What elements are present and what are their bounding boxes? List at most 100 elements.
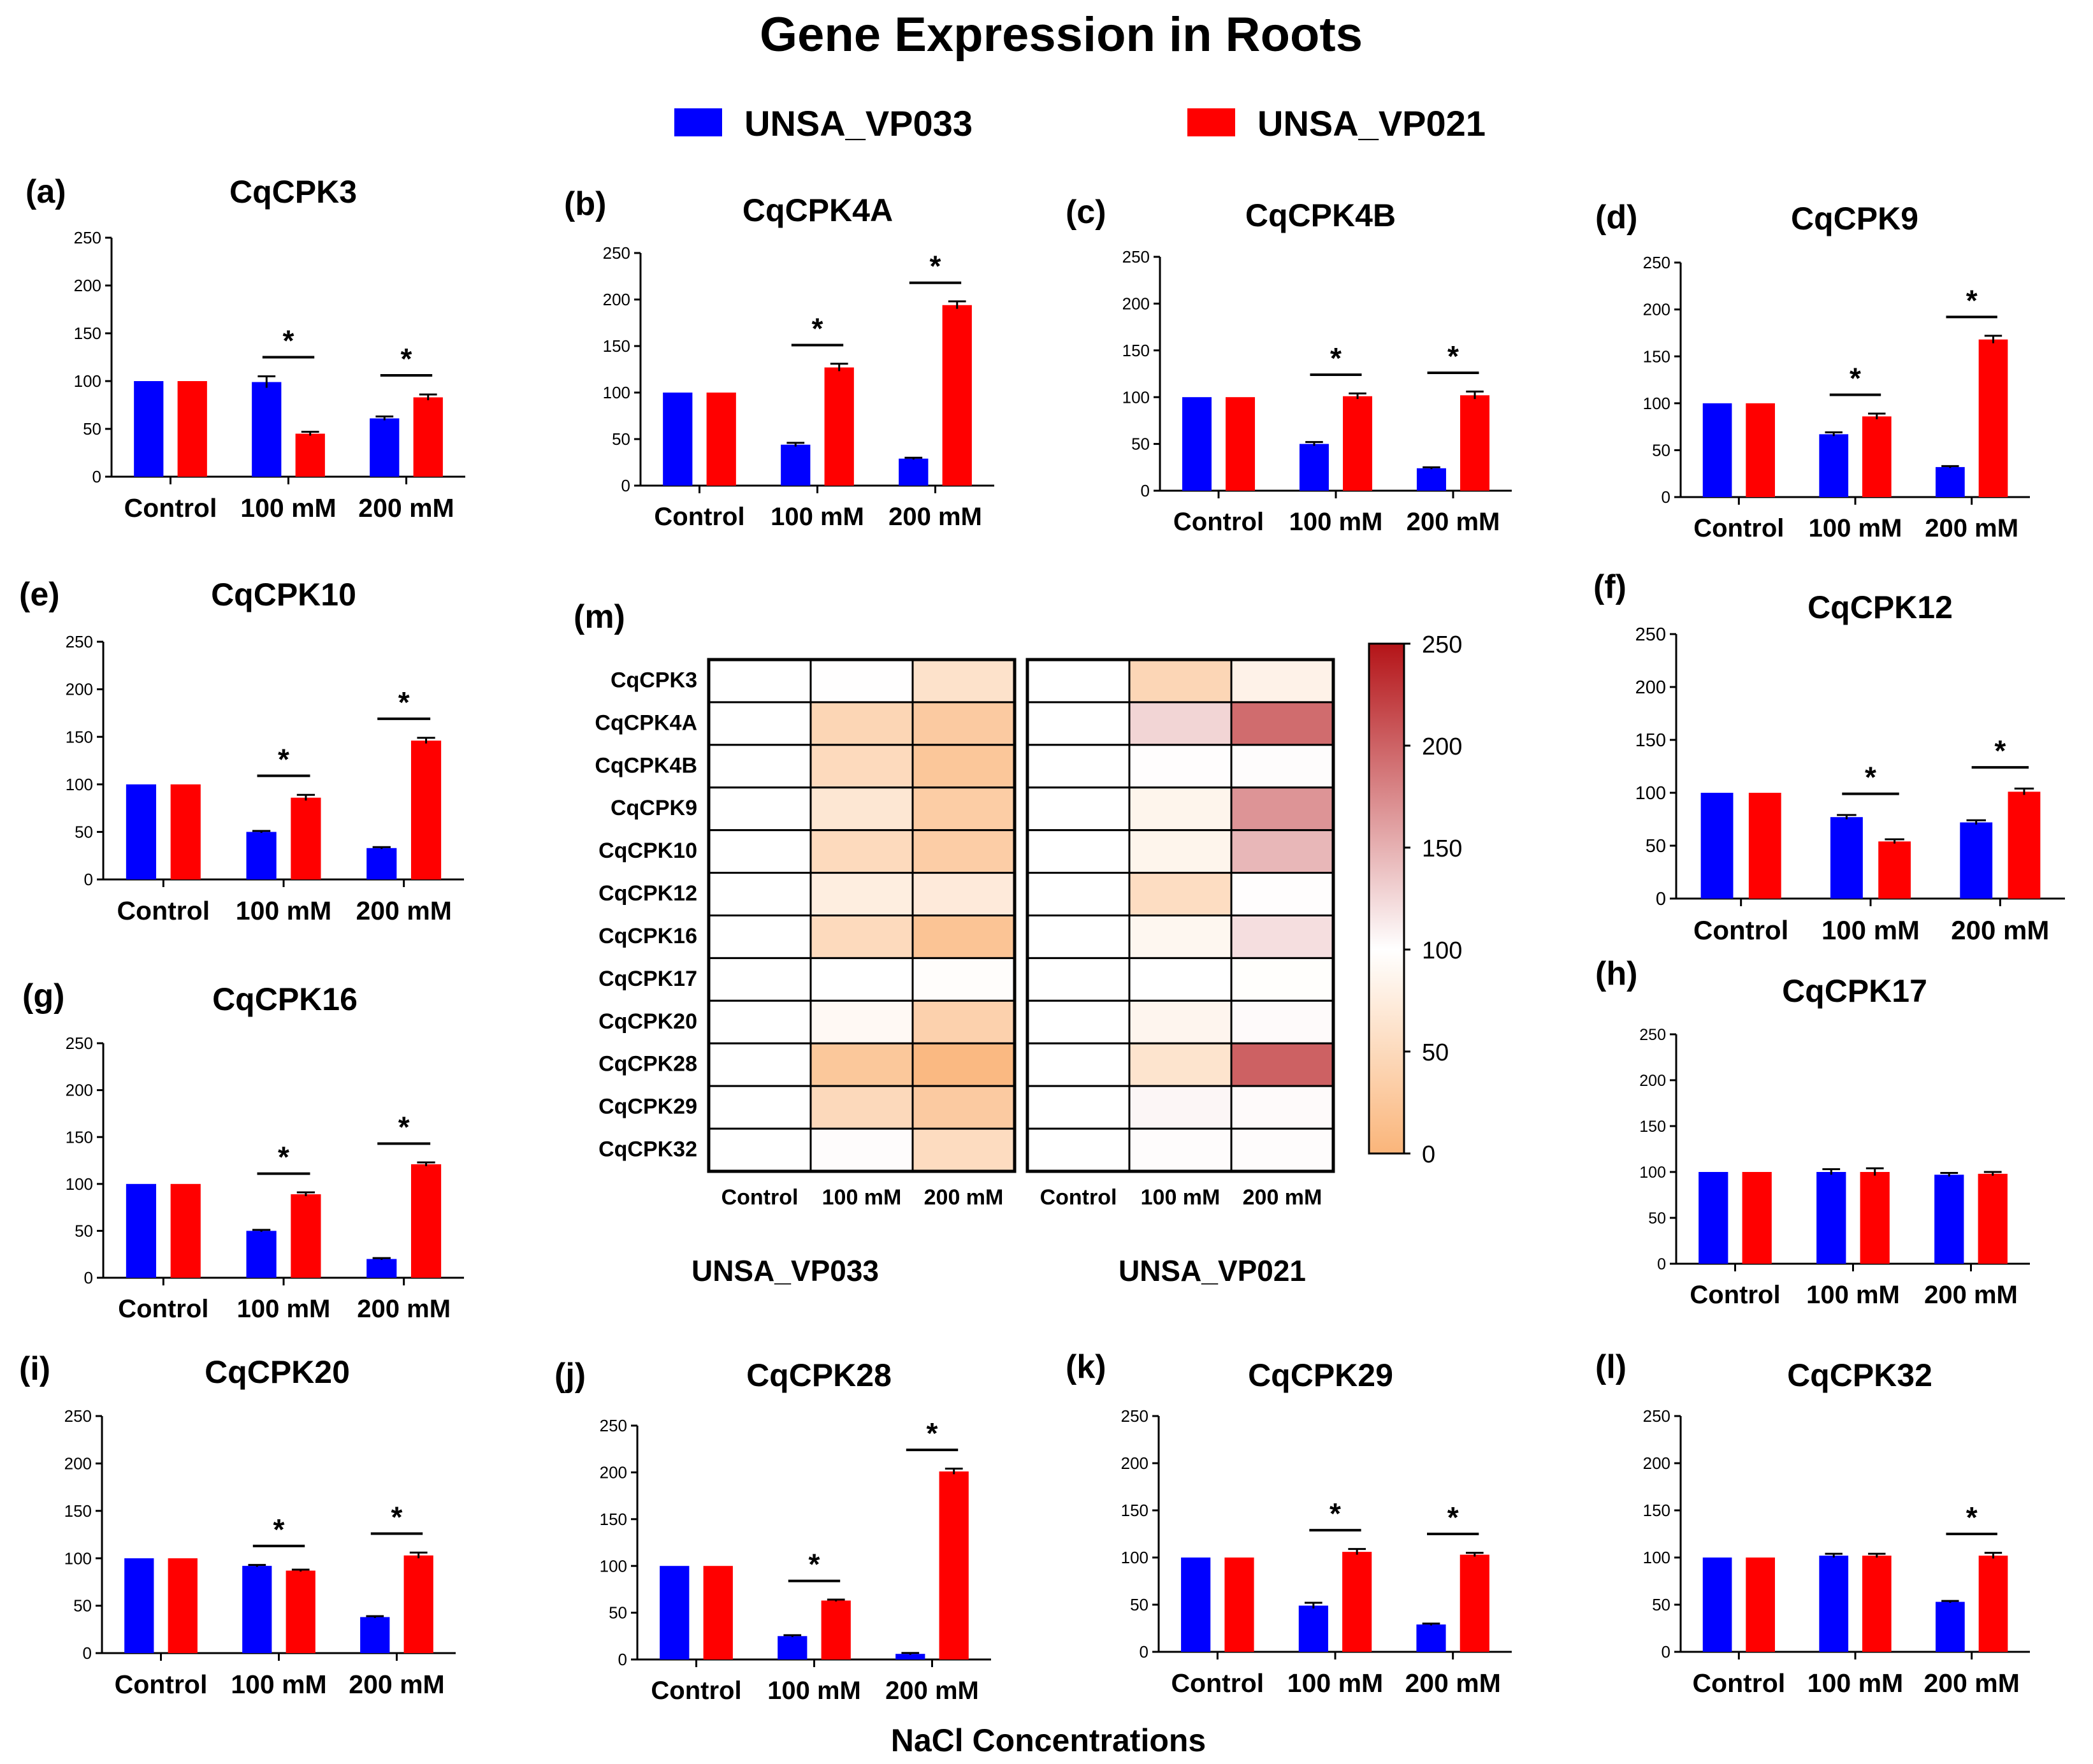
y-tick-label: 0 bbox=[621, 476, 630, 495]
bar-vp021 bbox=[1342, 1552, 1372, 1652]
bar-vp021 bbox=[1878, 841, 1911, 899]
legend: UNSA_VP033 UNSA_VP021 bbox=[674, 103, 1486, 143]
heatmap-cell bbox=[1230, 701, 1335, 746]
y-tick-label: 150 bbox=[603, 336, 630, 356]
y-tick-label: 150 bbox=[66, 727, 93, 746]
bar-vp021 bbox=[2008, 792, 2041, 899]
significance-star: * bbox=[1447, 340, 1459, 373]
x-tick-label: 100 mM bbox=[237, 1295, 331, 1323]
heatmap-cell bbox=[707, 1127, 812, 1173]
heatmap-cell bbox=[707, 1085, 812, 1130]
x-tick-label: Control bbox=[1171, 1668, 1264, 1698]
x-tick-label: 100 mM bbox=[236, 896, 331, 925]
bar-vp033 bbox=[1416, 1624, 1446, 1652]
heatmap-cell bbox=[911, 829, 1016, 874]
significance-star: * bbox=[391, 1501, 403, 1534]
bar-vp033 bbox=[660, 1566, 690, 1659]
bar-panel-CqCPK12: (f) CqCPK12 0 50 100 150 200 250 Control 100 mM * 2… bbox=[1593, 568, 2065, 945]
bar-panel-CqCPK16: (g) CqCPK16 0 50 100 150 200 250 Control 100 mM * 2… bbox=[22, 978, 464, 1323]
heatmap-cell bbox=[1128, 872, 1233, 917]
x-tick-label: 200 mM bbox=[1923, 1668, 2019, 1698]
y-tick-label: 250 bbox=[1639, 1026, 1666, 1044]
bar-vp033 bbox=[1934, 1175, 1964, 1264]
x-tick-label: 100 mM bbox=[1289, 508, 1383, 536]
y-tick-label: 200 bbox=[1122, 294, 1150, 314]
bar-panel-CqCPK29: (k) CqCPK29 0 50 100 150 200 250 Control 100 mM * 2… bbox=[1066, 1348, 1512, 1698]
heatmap-cell bbox=[1026, 786, 1131, 832]
heatmap-cell bbox=[809, 999, 914, 1045]
y-tick-label: 50 bbox=[1652, 441, 1670, 460]
bar-vp033 bbox=[1298, 1605, 1328, 1652]
y-tick-label: 0 bbox=[1662, 1642, 1670, 1661]
significance-star: * bbox=[1966, 284, 1978, 317]
heatmap-cell bbox=[1026, 1042, 1131, 1087]
bar-panel-CqCPK4B: (c) CqCPK4B 0 50 100 150 200 250 Control 100 mM * 2… bbox=[1066, 194, 1512, 536]
significance-star: * bbox=[278, 1141, 289, 1174]
x-tick-label: 100 mM bbox=[771, 503, 864, 531]
panel-label: (f) bbox=[1593, 568, 1626, 605]
panel-title: CqCPK29 bbox=[1248, 1357, 1393, 1393]
heatmap-cell bbox=[809, 701, 914, 746]
heatmap-cell bbox=[1230, 872, 1335, 917]
x-tick-label: 200 mM bbox=[885, 1677, 979, 1705]
x-tick-label: Control bbox=[654, 503, 744, 531]
heatmap-cell bbox=[1230, 957, 1335, 1002]
bar-vp033 bbox=[246, 1231, 277, 1278]
y-tick-label: 150 bbox=[600, 1510, 627, 1529]
x-tick-label: 200 mM bbox=[1407, 508, 1500, 536]
heatmap-row-label: CqCPK20 bbox=[598, 1009, 697, 1034]
x-tick-label: 100 mM bbox=[231, 1670, 326, 1699]
panel-label: (k) bbox=[1066, 1348, 1106, 1385]
bar-vp021 bbox=[939, 1471, 969, 1659]
heatmap-cell bbox=[1128, 999, 1233, 1045]
y-tick-label: 50 bbox=[1646, 836, 1666, 857]
heatmap-row-label: CqCPK10 bbox=[598, 839, 697, 863]
x-tick-label: Control bbox=[1690, 1281, 1780, 1309]
heatmap-cell bbox=[809, 658, 914, 704]
colorbar bbox=[1368, 642, 1405, 1155]
heatmap-cell bbox=[1230, 658, 1335, 704]
bar-vp021 bbox=[703, 1566, 733, 1659]
heatmap-cell bbox=[1026, 744, 1131, 789]
heatmap-cell bbox=[1026, 957, 1131, 1002]
x-tick-label: 200 mM bbox=[1405, 1668, 1500, 1698]
heatmap-row-label: CqCPK28 bbox=[598, 1052, 697, 1076]
significance-star: * bbox=[273, 1513, 285, 1546]
heatmap-cell bbox=[911, 658, 1016, 704]
bar-vp021 bbox=[1742, 1172, 1772, 1264]
y-tick-label: 150 bbox=[1635, 730, 1666, 751]
bar-vp033 bbox=[1936, 1601, 1965, 1652]
heatmap-cell bbox=[1026, 658, 1131, 704]
x-tick-label: 200 mM bbox=[356, 896, 451, 925]
bar-vp033 bbox=[1181, 1558, 1211, 1652]
y-tick-label: 0 bbox=[1140, 1642, 1148, 1661]
heatmap-cell bbox=[809, 1042, 914, 1087]
heatmap-cell bbox=[911, 1085, 1016, 1130]
bar-vp033 bbox=[1182, 397, 1212, 491]
y-tick-label: 200 bbox=[74, 276, 101, 295]
y-tick-label: 0 bbox=[92, 467, 101, 486]
heatmap-cell bbox=[809, 829, 914, 874]
bar-vp033 bbox=[370, 418, 400, 477]
bar-vp033 bbox=[1702, 403, 1732, 497]
heatmap-cell bbox=[1230, 829, 1335, 874]
bar-vp021 bbox=[403, 1555, 433, 1653]
panel-title: CqCPK4B bbox=[1245, 198, 1396, 233]
bar-vp021 bbox=[291, 1194, 321, 1278]
x-tick-label: 100 mM bbox=[1821, 915, 1920, 945]
legend-label-vp021: UNSA_VP021 bbox=[1257, 103, 1486, 143]
bar-vp033 bbox=[124, 1558, 154, 1653]
heatmap-group-label: UNSA_VP033 bbox=[692, 1254, 879, 1287]
heatmap-cell bbox=[911, 786, 1016, 832]
y-tick-label: 200 bbox=[1121, 1454, 1148, 1473]
bar-vp033 bbox=[1700, 793, 1734, 899]
x-tick-label: 200 mM bbox=[1951, 915, 2049, 945]
bar-vp021 bbox=[1862, 416, 1892, 497]
bar-vp021 bbox=[821, 1600, 851, 1659]
panel-label: (l) bbox=[1595, 1348, 1626, 1385]
bar-vp033 bbox=[366, 848, 397, 879]
y-tick-label: 200 bbox=[66, 1081, 93, 1100]
heatmap-row-label: CqCPK29 bbox=[598, 1095, 697, 1119]
heatmap-row-label: CqCPK32 bbox=[598, 1138, 697, 1162]
heatmap-cell bbox=[911, 1127, 1016, 1173]
